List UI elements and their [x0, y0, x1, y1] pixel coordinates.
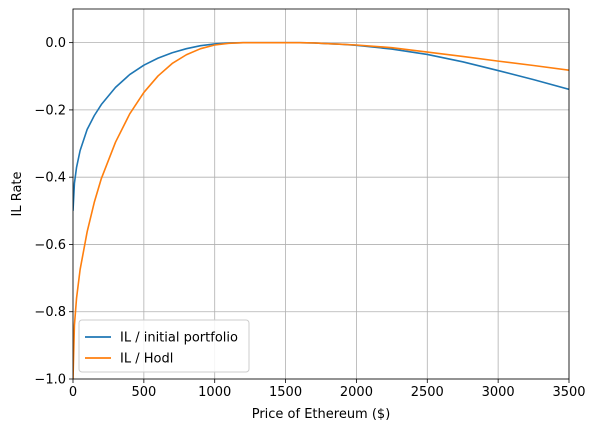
y-tick-label: −0.2 — [34, 103, 66, 118]
y-tick-label: −0.8 — [34, 305, 66, 320]
series-line-1 — [73, 41, 569, 211]
legend-box — [78, 319, 250, 373]
x-tick-label: 0 — [69, 385, 77, 400]
x-tick-label: 500 — [131, 385, 156, 400]
legend-label: IL / initial portfolio — [120, 331, 238, 346]
y-tick-label: −1.0 — [34, 373, 66, 388]
x-tick-label: 3500 — [552, 385, 585, 400]
legend: IL / initial portfolio IL / Hodl — [78, 319, 250, 373]
legend-label: IL / Hodl — [120, 352, 173, 367]
plot-frame — [72, 8, 570, 380]
x-axis-label: Price of Ethereum ($) — [252, 407, 391, 422]
y-tick-label: 0.0 — [45, 36, 66, 51]
x-tick-label: 1500 — [269, 385, 302, 400]
x-tick-label: 1000 — [198, 385, 231, 400]
x-tick-label: 3000 — [482, 385, 515, 400]
y-axis-label: IL Rate — [10, 171, 25, 216]
x-tick-label: 2500 — [411, 385, 444, 400]
y-tick-label: −0.6 — [34, 238, 66, 253]
x-ticks: 0 500 1000 1500 2000 2500 3000 3500 — [69, 379, 586, 400]
y-ticks: −1.0 −0.8 −0.6 −0.4 −0.2 0.0 — [34, 36, 73, 388]
x-tick-label: 2000 — [340, 385, 373, 400]
y-tick-label: −0.4 — [34, 171, 66, 186]
series-line-2 — [73, 41, 569, 379]
series-lines — [73, 41, 569, 379]
